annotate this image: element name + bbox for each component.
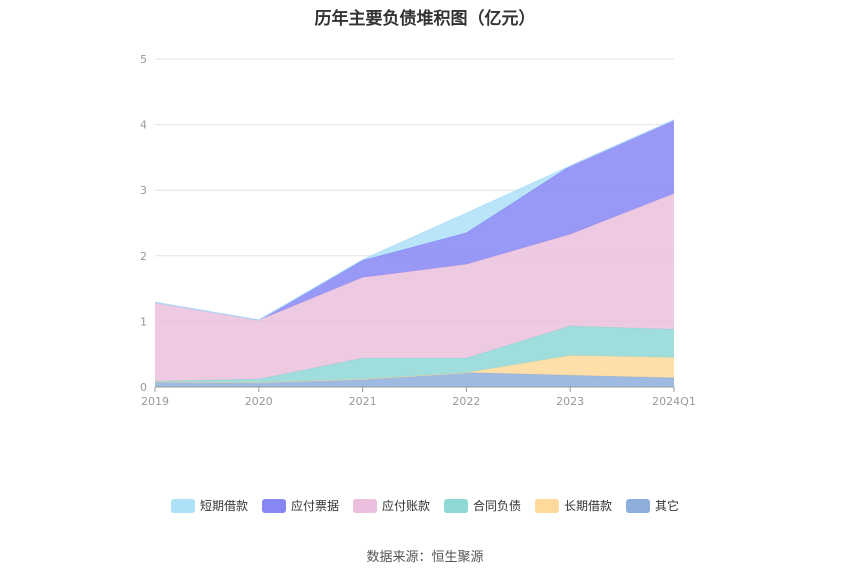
x-tick-label: 2021 — [349, 395, 377, 408]
legend-label: 短期借款 — [199, 499, 248, 513]
x-tick-label: 2019 — [141, 395, 169, 408]
legend-label: 应付账款 — [381, 499, 430, 513]
legend-label: 应付票据 — [290, 499, 339, 513]
legend-item-notes-payable[interactable]: 应付票据 — [261, 497, 339, 514]
legend-swatch — [170, 498, 195, 513]
legend-label: 长期借款 — [564, 499, 613, 513]
y-tick-label: 5 — [140, 53, 147, 66]
data-source-note: 数据来源：恒生聚源 — [366, 550, 484, 565]
legend-swatch — [535, 498, 560, 513]
x-tick-label: 2020 — [245, 395, 273, 408]
y-tick-label: 1 — [140, 315, 147, 328]
legend-swatch — [444, 498, 468, 513]
y-tick-label: 2 — [140, 250, 147, 263]
area-series — [155, 193, 674, 382]
legend-label: 其它 — [655, 499, 680, 513]
y-tick-label: 4 — [140, 119, 147, 132]
legend-item-contract-liabilities[interactable]: 合同负债 — [444, 497, 521, 514]
legend-swatch — [261, 498, 286, 513]
legend-item-other[interactable]: 其它 — [626, 497, 679, 514]
area-series-line — [154, 119, 675, 321]
area-series — [155, 326, 674, 383]
chart-title: 历年主要负债堆积图（亿元） — [314, 9, 536, 29]
x-tick-label: 2023 — [556, 395, 584, 408]
legend-item-long-term-loans[interactable]: 长期借款 — [535, 497, 612, 514]
chart-legend: 短期借款 应付票据 应付账款 合同负债 长期借款 其它 — [0, 497, 850, 514]
legend-item-short-term-loans[interactable]: 短期借款 — [170, 497, 248, 514]
legend-label: 合同负债 — [473, 499, 522, 513]
x-tick-label: 2024Q1 — [652, 395, 696, 408]
x-tick-label: 2022 — [452, 395, 480, 408]
y-tick-label: 0 — [140, 381, 147, 394]
area-series — [155, 355, 674, 383]
legend-item-accounts-payable[interactable]: 应付账款 — [352, 497, 430, 514]
area-series — [155, 120, 674, 321]
area-series — [155, 372, 674, 387]
y-tick-label: 3 — [140, 184, 147, 197]
legend-swatch — [352, 498, 377, 513]
legend-swatch — [626, 498, 651, 513]
